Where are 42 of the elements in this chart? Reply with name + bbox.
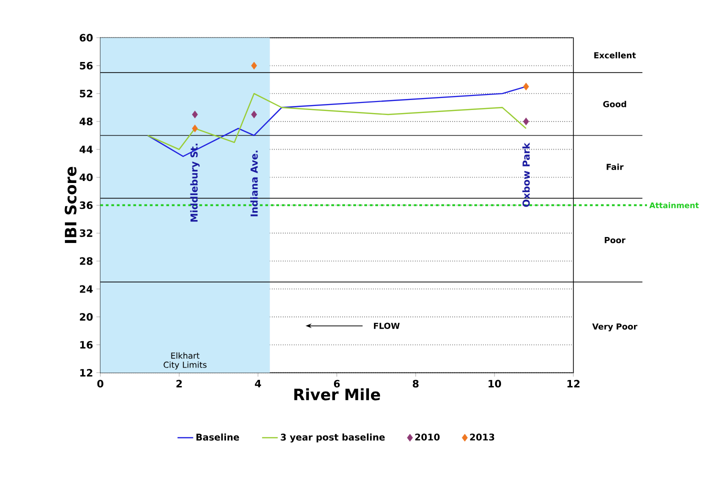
annotation: Middlebury St. (190, 144, 200, 222)
legend-label: 3 year post baseline (280, 434, 385, 443)
point (192, 124, 198, 132)
x-tick-label: 4 (254, 380, 262, 388)
y-tick-label: 28 (80, 257, 93, 265)
text: Fair (606, 164, 624, 170)
legend-label: 2010 (415, 434, 440, 441)
text: Good (603, 100, 626, 108)
y-tick-label: 20 (80, 313, 93, 321)
y-tick-label: 12 (80, 369, 92, 377)
y-tick-label: 60 (80, 34, 93, 42)
text: Excellent (594, 52, 636, 58)
legend-label: Baseline (196, 434, 240, 441)
point (523, 82, 529, 91)
y-tick-label: 16 (80, 341, 93, 349)
annotation: Oxbow Park (522, 142, 530, 207)
y-tick-label: 56 (80, 62, 93, 70)
band-label: Elkhart City Limits (164, 352, 207, 370)
point (251, 110, 257, 118)
text: Poor (604, 237, 626, 244)
x-tick-label: 12 (567, 380, 580, 388)
y-tick-label: 48 (80, 118, 93, 126)
y-tick-label: 52 (80, 90, 92, 98)
annotation: FLOW (374, 322, 400, 330)
y-tick-label: 24 (80, 285, 93, 293)
legend-label: 2013 (470, 434, 494, 441)
x-axis-title: River Mile (294, 388, 380, 400)
point (523, 118, 529, 126)
annotation: Indiana Ave. (250, 150, 258, 216)
y-tick-label: 36 (80, 202, 93, 210)
x-tick-label: 10 (488, 380, 502, 388)
x-tick-label: 2 (176, 380, 182, 388)
y-tick-label: 40 (80, 174, 93, 182)
y-tick-label: 32 (80, 229, 92, 238)
x-tick-label: 0 (97, 380, 104, 388)
y-axis-title: IBI Score (64, 166, 76, 244)
x-tick-label: 6 (334, 380, 340, 388)
point (192, 110, 198, 118)
y-tick-label: 44 (80, 146, 93, 154)
x-tick-label: 8 (412, 380, 419, 388)
point (251, 62, 257, 70)
text: Very Poor (592, 324, 638, 332)
